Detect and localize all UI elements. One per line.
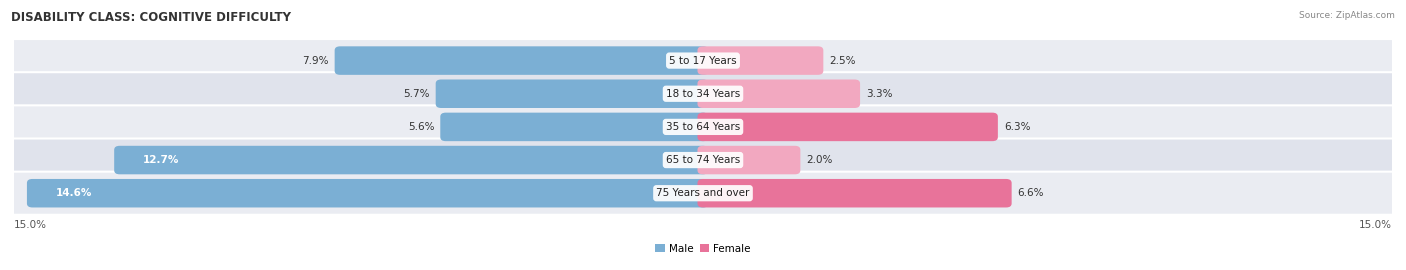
Text: 75 Years and over: 75 Years and over	[657, 188, 749, 198]
Text: Source: ZipAtlas.com: Source: ZipAtlas.com	[1299, 11, 1395, 20]
Text: 5.7%: 5.7%	[404, 89, 430, 99]
Text: 15.0%: 15.0%	[14, 220, 46, 230]
FancyBboxPatch shape	[7, 72, 1399, 115]
Text: 2.5%: 2.5%	[830, 56, 856, 66]
Text: 12.7%: 12.7%	[142, 155, 179, 165]
Text: 6.6%: 6.6%	[1018, 188, 1045, 198]
Text: 3.3%: 3.3%	[866, 89, 893, 99]
FancyBboxPatch shape	[697, 179, 1012, 207]
Text: 35 to 64 Years: 35 to 64 Years	[666, 122, 740, 132]
FancyBboxPatch shape	[440, 113, 709, 141]
Text: 5.6%: 5.6%	[408, 122, 434, 132]
FancyBboxPatch shape	[7, 172, 1399, 215]
FancyBboxPatch shape	[697, 146, 800, 174]
Text: 15.0%: 15.0%	[1360, 220, 1392, 230]
Text: 6.3%: 6.3%	[1004, 122, 1031, 132]
Text: 2.0%: 2.0%	[807, 155, 832, 165]
Text: 18 to 34 Years: 18 to 34 Years	[666, 89, 740, 99]
FancyBboxPatch shape	[27, 179, 709, 207]
FancyBboxPatch shape	[436, 79, 709, 108]
FancyBboxPatch shape	[7, 105, 1399, 148]
Legend: Male, Female: Male, Female	[651, 239, 755, 258]
Text: 14.6%: 14.6%	[55, 188, 91, 198]
FancyBboxPatch shape	[697, 46, 824, 75]
Text: DISABILITY CLASS: COGNITIVE DIFFICULTY: DISABILITY CLASS: COGNITIVE DIFFICULTY	[11, 11, 291, 24]
Text: 7.9%: 7.9%	[302, 56, 329, 66]
FancyBboxPatch shape	[697, 79, 860, 108]
Text: 5 to 17 Years: 5 to 17 Years	[669, 56, 737, 66]
FancyBboxPatch shape	[7, 139, 1399, 182]
FancyBboxPatch shape	[697, 113, 998, 141]
FancyBboxPatch shape	[114, 146, 709, 174]
FancyBboxPatch shape	[335, 46, 709, 75]
Text: 65 to 74 Years: 65 to 74 Years	[666, 155, 740, 165]
FancyBboxPatch shape	[7, 39, 1399, 82]
